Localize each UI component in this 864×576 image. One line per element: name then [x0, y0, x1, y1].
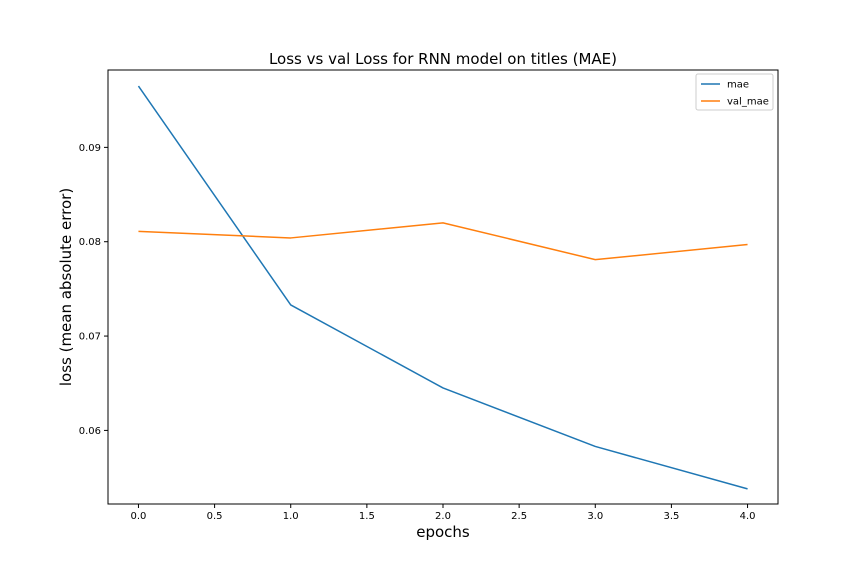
y-axis-title: loss (mean absolute error) [57, 188, 75, 386]
y-tick-label: 0.09 [79, 143, 101, 154]
x-tick-label: 3.0 [587, 511, 603, 522]
x-tick-label: 4.0 [740, 511, 756, 522]
x-tick-label: 0.5 [207, 511, 223, 522]
axes-frame [107, 69, 779, 505]
y-tick-label: 0.08 [79, 237, 101, 248]
x-tick-label: 3.5 [663, 511, 679, 522]
y-tick-label: 0.07 [79, 332, 101, 343]
x-tick-label: 1.5 [359, 511, 375, 522]
y-tick-label: 0.06 [79, 426, 101, 437]
legend-label-val_mae: val_mae [727, 97, 769, 108]
chart-title: Loss vs val Loss for RNN model on titles… [269, 50, 617, 68]
legend-label-mae: mae [727, 80, 749, 91]
series-line-mae [137, 85, 748, 490]
x-tick-label: 0.0 [131, 511, 147, 522]
x-tick-label: 1.0 [283, 511, 299, 522]
x-axis-title: epochs [416, 523, 470, 541]
x-tick-label: 2.0 [435, 511, 451, 522]
plot-area: 0.0 0.5 1.0 1.5 2.0 2.5 3.0 3.5 4.0 0.06 0.07 0.08 0… [79, 69, 779, 522]
series-line-val_mae [138, 222, 748, 261]
x-tick-label: 2.5 [511, 511, 527, 522]
